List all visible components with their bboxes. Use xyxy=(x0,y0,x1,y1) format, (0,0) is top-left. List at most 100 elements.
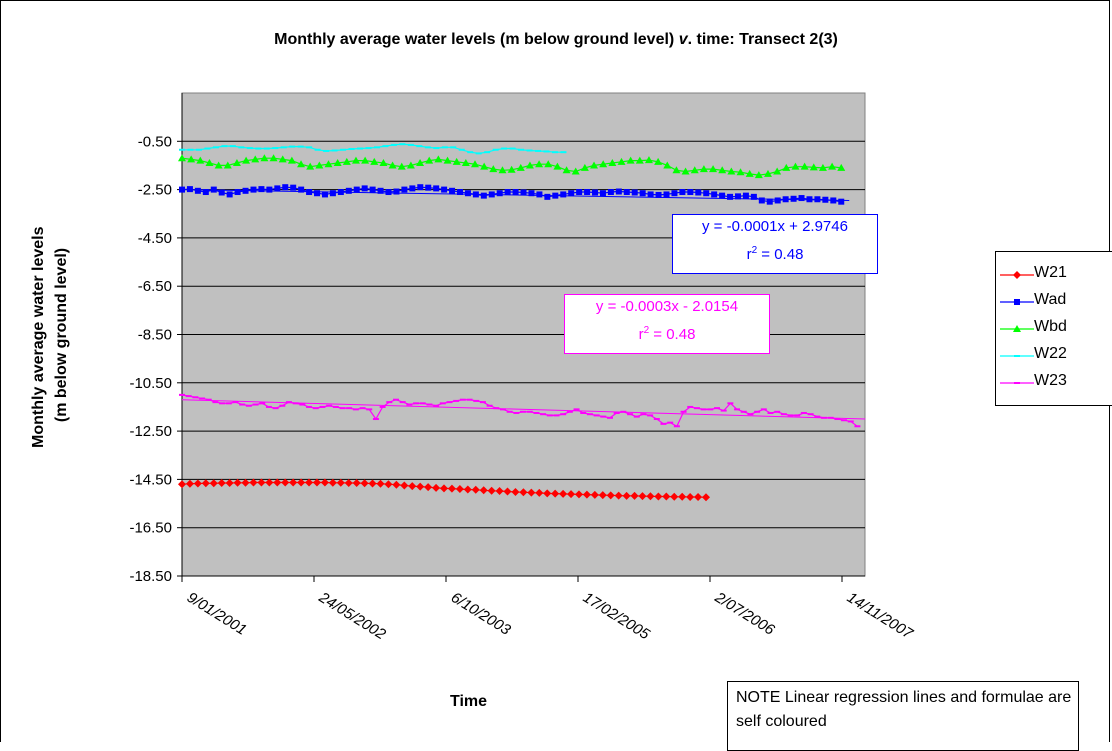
data-point xyxy=(195,148,202,151)
data-point xyxy=(608,159,617,167)
data-point xyxy=(292,402,299,405)
data-point xyxy=(449,187,456,194)
r2-label: r xyxy=(746,246,752,263)
data-point xyxy=(607,189,614,196)
data-point xyxy=(212,146,219,149)
data-point xyxy=(416,482,425,491)
data-point xyxy=(361,185,368,192)
data-point xyxy=(667,421,674,424)
x-tick-label: 6/10/2003 xyxy=(448,589,514,639)
data-point xyxy=(360,479,369,488)
data-point xyxy=(204,147,211,150)
data-point xyxy=(699,165,708,173)
data-point xyxy=(266,186,273,193)
data-point xyxy=(807,413,814,416)
data-point xyxy=(196,156,205,164)
data-point xyxy=(560,151,567,154)
data-point xyxy=(306,146,313,149)
data-point xyxy=(673,425,680,428)
data-point xyxy=(329,190,336,197)
data-point xyxy=(225,402,232,405)
data-point xyxy=(225,479,234,488)
data-point xyxy=(820,416,827,419)
data-point xyxy=(543,489,552,498)
data-point xyxy=(506,410,513,413)
data-point xyxy=(205,398,212,401)
data-point xyxy=(623,189,630,196)
data-point xyxy=(501,147,508,150)
series-w22 xyxy=(179,143,567,155)
data-point xyxy=(328,478,337,487)
trendline-equation-wad-r2: r2 = 0.48 xyxy=(673,239,877,267)
data-point xyxy=(205,159,214,167)
data-point xyxy=(740,410,747,413)
data-point xyxy=(488,191,495,198)
data-point xyxy=(368,479,377,488)
data-point xyxy=(511,487,520,496)
data-point xyxy=(754,171,763,179)
data-point xyxy=(401,186,408,193)
data-point xyxy=(339,407,346,410)
data-point xyxy=(234,189,241,196)
data-point xyxy=(814,196,821,203)
data-point xyxy=(321,191,328,198)
legend: W21 Wad Wbd W22 W23 xyxy=(995,251,1112,406)
data-point xyxy=(627,413,634,416)
data-point xyxy=(413,402,420,405)
trendline-equation-w23: y = -0.0003x - 2.0154 r2 = 0.48 xyxy=(564,294,770,354)
data-point xyxy=(590,490,599,499)
data-point xyxy=(663,161,672,169)
data-point xyxy=(397,162,406,170)
data-point xyxy=(620,410,627,413)
data-point xyxy=(348,148,355,151)
data-point xyxy=(242,156,251,164)
data-point xyxy=(226,191,233,198)
legend-label: Wbd xyxy=(1034,318,1067,335)
data-point xyxy=(312,478,321,487)
legend-item-wbd: Wbd xyxy=(996,318,1112,340)
data-point xyxy=(499,408,506,411)
data-point xyxy=(854,425,861,428)
data-point xyxy=(562,166,571,174)
data-point xyxy=(526,149,533,152)
data-point xyxy=(377,187,384,194)
data-point xyxy=(370,157,379,165)
data-point xyxy=(489,165,498,173)
data-point xyxy=(359,407,366,410)
data-point xyxy=(800,162,809,170)
data-point xyxy=(433,147,440,150)
data-point xyxy=(750,193,757,200)
data-point xyxy=(419,402,426,405)
data-point xyxy=(265,405,272,408)
data-point xyxy=(671,190,678,197)
data-point xyxy=(416,145,423,148)
data-point xyxy=(202,189,209,196)
data-point xyxy=(718,166,727,174)
data-point xyxy=(794,414,801,417)
data-point xyxy=(273,478,282,487)
data-point xyxy=(385,189,392,196)
data-point xyxy=(617,157,626,165)
data-point xyxy=(734,408,741,411)
data-point xyxy=(287,156,296,164)
data-point xyxy=(484,151,491,154)
data-point xyxy=(194,187,201,194)
data-point xyxy=(687,405,694,408)
data-point xyxy=(239,403,246,406)
trendline-equation-wad-formula: y = -0.0001x + 2.9746 xyxy=(702,218,848,235)
data-point xyxy=(212,401,219,404)
data-point xyxy=(470,160,479,168)
data-point xyxy=(366,408,373,411)
y-tick-label: -4.50 xyxy=(138,230,172,247)
data-point xyxy=(647,191,654,198)
data-point xyxy=(461,159,470,167)
data-point xyxy=(527,488,536,497)
data-point xyxy=(503,487,512,496)
data-point xyxy=(592,189,599,196)
data-point xyxy=(193,479,202,488)
data-point xyxy=(386,401,393,404)
data-point xyxy=(701,493,710,502)
data-point xyxy=(498,166,507,174)
data-point xyxy=(606,416,613,419)
